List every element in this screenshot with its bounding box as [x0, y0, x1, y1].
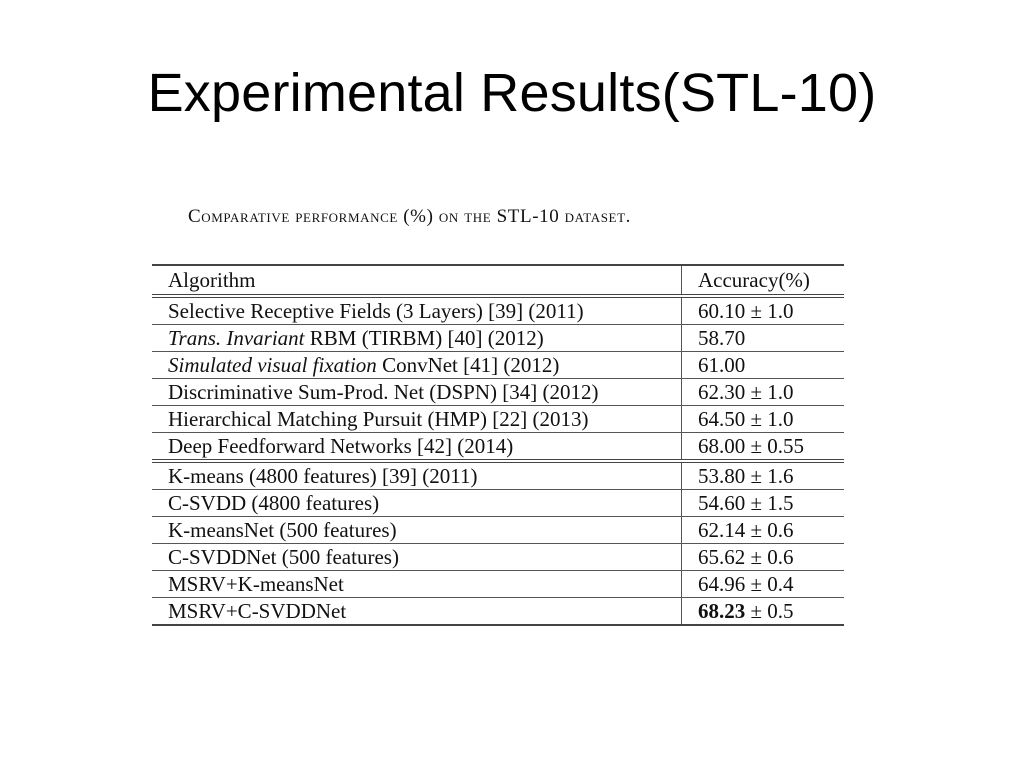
accuracy-cell: 62.14 ± 0.6 — [681, 516, 844, 544]
slide-title: Experimental Results(STL-10) — [147, 63, 877, 123]
accuracy-cell: 54.60 ± 1.5 — [681, 489, 844, 517]
table-row: C-SVDD (4800 features) 54.60 ± 1.5 — [152, 489, 844, 517]
table-row: K-means (4800 features) [39] (2011) 53.8… — [152, 461, 844, 490]
algorithm-text: ConvNet [41] (2012) — [376, 353, 560, 377]
algorithm-cell: Hierarchical Matching Pursuit (HMP) [22]… — [152, 405, 682, 433]
table-row: Deep Feedforward Networks [42] (2014) 68… — [152, 432, 844, 463]
table-row: Discriminative Sum-Prod. Net (DSPN) [34]… — [152, 378, 844, 406]
algorithm-cell: Trans. Invariant RBM (TIRBM) [40] (2012) — [152, 324, 682, 352]
accuracy-cell: 68.23 ± 0.5 — [681, 597, 844, 626]
algorithm-italic-text: Trans. Invariant — [168, 326, 305, 350]
algorithm-text: C-SVDDNet (500 features) — [168, 545, 399, 569]
table-row: C-SVDDNet (500 features) 65.62 ± 0.6 — [152, 543, 844, 571]
algorithm-cell: Deep Feedforward Networks [42] (2014) — [152, 432, 682, 463]
header-algorithm: Algorithm — [152, 264, 682, 298]
accuracy-cell: 62.30 ± 1.0 — [681, 378, 844, 406]
algorithm-cell: MSRV+C-SVDDNet — [152, 597, 682, 626]
results-table: Algorithm Accuracy(%) Selective Receptiv… — [152, 264, 844, 626]
algorithm-text: MSRV+K-meansNet — [168, 572, 344, 596]
algorithm-cell: Selective Receptive Fields (3 Layers) [3… — [152, 296, 682, 325]
accuracy-cell: 58.70 — [681, 324, 844, 352]
table-caption: Comparative performance (%) on the STL-1… — [188, 206, 631, 227]
algorithm-text: RBM (TIRBM) [40] (2012) — [304, 326, 544, 350]
algorithm-cell: K-meansNet (500 features) — [152, 516, 682, 544]
results-table-wrapper: Algorithm Accuracy(%) Selective Receptiv… — [152, 264, 844, 626]
table-header-row: Algorithm Accuracy(%) — [152, 264, 844, 298]
algorithm-text: K-means (4800 features) [39] (2011) — [168, 464, 478, 488]
algorithm-italic-text: Simulated visual fixation — [168, 353, 377, 377]
algorithm-cell: C-SVDD (4800 features) — [152, 489, 682, 517]
accuracy-cell: 61.00 — [681, 351, 844, 379]
accuracy-cell: 53.80 ± 1.6 — [681, 461, 844, 490]
table-row: K-meansNet (500 features) 62.14 ± 0.6 — [152, 516, 844, 544]
algorithm-cell: K-means (4800 features) [39] (2011) — [152, 461, 682, 490]
accuracy-error: ± 0.5 — [745, 599, 794, 623]
table-row: Trans. Invariant RBM (TIRBM) [40] (2012)… — [152, 324, 844, 352]
header-accuracy: Accuracy(%) — [681, 264, 844, 298]
accuracy-cell: 64.50 ± 1.0 — [681, 405, 844, 433]
table-row: MSRV+K-meansNet 64.96 ± 0.4 — [152, 570, 844, 598]
algorithm-text: Selective Receptive Fields (3 Layers) [3… — [168, 299, 584, 323]
accuracy-best-value: 68.23 — [698, 599, 746, 623]
algorithm-text: C-SVDD (4800 features) — [168, 491, 380, 515]
accuracy-cell: 64.96 ± 0.4 — [681, 570, 844, 598]
accuracy-cell: 65.62 ± 0.6 — [681, 543, 844, 571]
algorithm-cell: C-SVDDNet (500 features) — [152, 543, 682, 571]
algorithm-cell: Simulated visual fixation ConvNet [41] (… — [152, 351, 682, 379]
algorithm-text: MSRV+C-SVDDNet — [168, 599, 347, 623]
table-row: Hierarchical Matching Pursuit (HMP) [22]… — [152, 405, 844, 433]
algorithm-text: Hierarchical Matching Pursuit (HMP) [22]… — [168, 407, 589, 431]
table-row: MSRV+C-SVDDNet 68.23 ± 0.5 — [152, 597, 844, 626]
algorithm-text: Deep Feedforward Networks [42] (2014) — [168, 434, 514, 458]
accuracy-cell: 60.10 ± 1.0 — [681, 296, 844, 325]
table-row: Selective Receptive Fields (3 Layers) [3… — [152, 296, 844, 325]
table-row: Simulated visual fixation ConvNet [41] (… — [152, 351, 844, 379]
algorithm-text: Discriminative Sum-Prod. Net (DSPN) [34]… — [168, 380, 599, 404]
algorithm-cell: Discriminative Sum-Prod. Net (DSPN) [34]… — [152, 378, 682, 406]
algorithm-text: K-meansNet (500 features) — [168, 518, 397, 542]
accuracy-cell: 68.00 ± 0.55 — [681, 432, 844, 463]
algorithm-cell: MSRV+K-meansNet — [152, 570, 682, 598]
